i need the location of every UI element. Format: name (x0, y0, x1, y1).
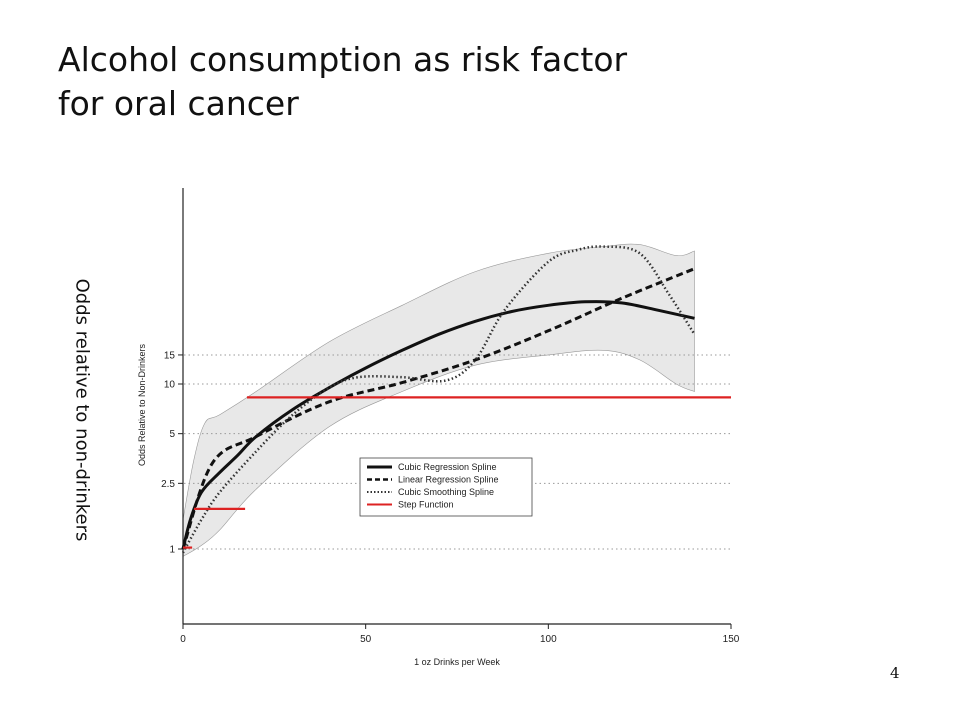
series-cubic-smoothing-spline (181, 245, 696, 554)
legend-label-cubic-regression-spline: Cubic Regression Spline (398, 462, 497, 472)
x-tick-label-0: 0 (180, 634, 186, 645)
legend-label-linear-regression-spline: Linear Regression Spline (398, 475, 499, 485)
slide-title: Alcohol consumption as risk factor for o… (58, 38, 758, 126)
series-cubic-regression-spline (181, 300, 695, 550)
y-tick-label-2.5: 2.5 (161, 479, 175, 490)
x-axis-title: 1 oz Drinks per Week (414, 657, 500, 667)
y-axis-title: Odds Relative to Non-Drinkers (137, 343, 147, 466)
page-number: 4 (890, 664, 900, 682)
y-tick-label-15: 15 (164, 350, 176, 361)
series-linear-regression-spline (181, 267, 696, 550)
x-tick-label-100: 100 (540, 634, 557, 645)
slide-title-line-1: Alcohol consumption as risk factor (58, 40, 628, 79)
slide-title-line-2: for oral cancer (58, 84, 299, 123)
x-tick-label-150: 150 (723, 634, 740, 645)
legend-label-step-function: Step Function (398, 500, 454, 510)
legend-label-cubic-smoothing-spline: Cubic Smoothing Spline (398, 487, 494, 497)
y-tick-label-5: 5 (169, 429, 175, 440)
y-tick-label-1: 1 (169, 545, 175, 556)
x-tick-label-50: 50 (360, 634, 372, 645)
y-tick-label-10: 10 (164, 380, 176, 391)
